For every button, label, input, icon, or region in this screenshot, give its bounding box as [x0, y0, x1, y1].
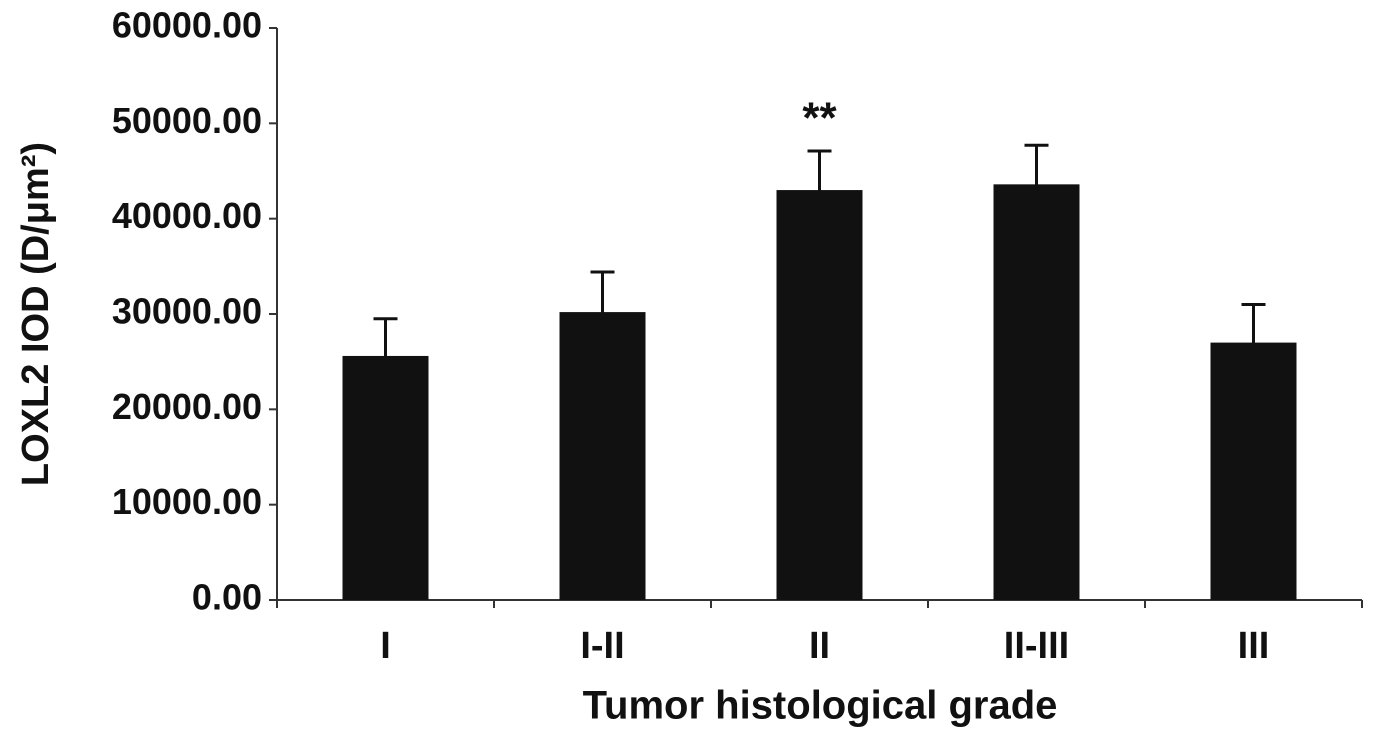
error-bar	[373, 317, 398, 395]
x-tick-label: I-II	[580, 625, 624, 667]
x-tick-label: II-III	[1004, 625, 1069, 667]
y-tick-label: 40000.00	[112, 195, 262, 236]
y-tick-label: 0.00	[192, 577, 262, 618]
error-bar	[807, 149, 832, 231]
error-bar	[590, 270, 615, 354]
y-tick-label: 10000.00	[112, 481, 262, 522]
x-tick-label: I	[380, 625, 391, 667]
error-bar	[1241, 302, 1266, 383]
bar	[1210, 342, 1297, 600]
x-tick-label: II	[809, 625, 830, 667]
bar	[993, 184, 1080, 600]
y-tick-label: 30000.00	[112, 291, 262, 332]
annotation: **	[802, 94, 837, 143]
y-tick-label: 20000.00	[112, 386, 262, 427]
y-axis-title: LOXL2 IOD (D/μm²)	[15, 142, 57, 486]
bar	[776, 190, 863, 601]
x-axis-title: Tumor histological grade	[583, 684, 1058, 728]
error-bar	[1024, 143, 1049, 225]
y-tick-label: 60000.00	[112, 5, 262, 46]
bar	[342, 355, 429, 600]
x-tick-label: III	[1238, 625, 1270, 667]
y-tick-label: 50000.00	[112, 100, 262, 141]
bar	[559, 312, 646, 600]
